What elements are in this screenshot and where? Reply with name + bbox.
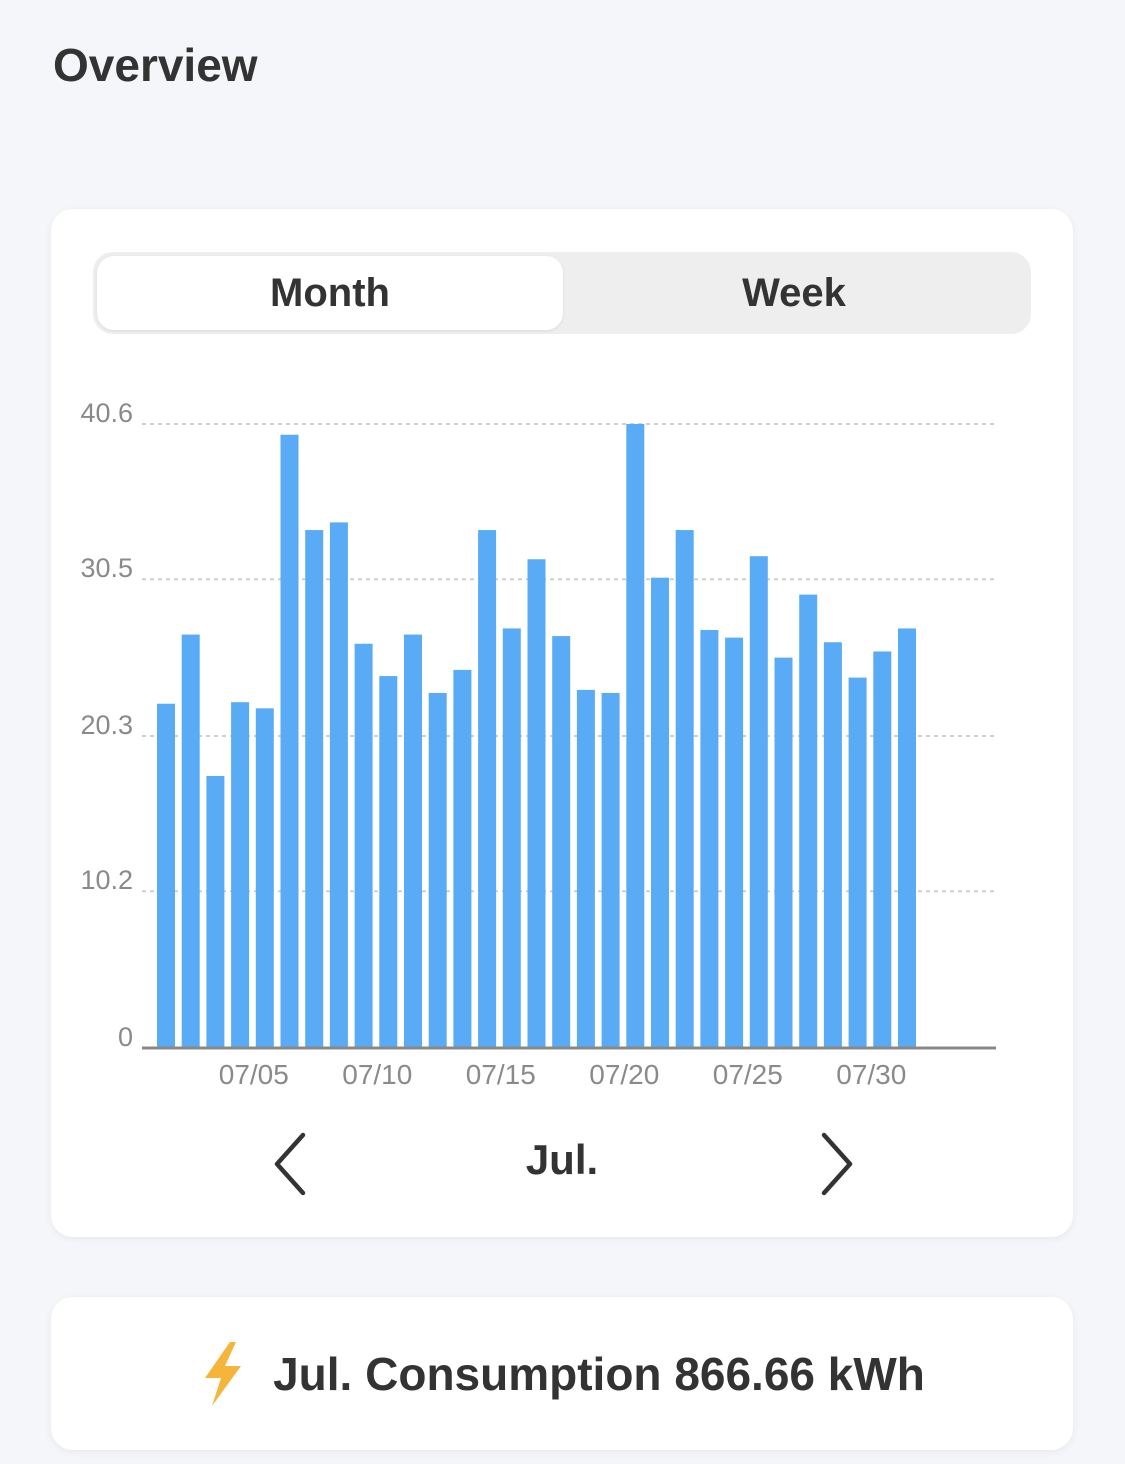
- consumption-bar-chart: 0 10.2 20.3 30.5 40.6 07/05 07/10 07/15 07/20 07/…: [80, 398, 996, 1090]
- x-tick-label: 07/10: [342, 1059, 412, 1090]
- bar: [675, 530, 694, 1048]
- bar: [453, 669, 472, 1048]
- bar: [157, 703, 175, 1048]
- summary-value: 866.66: [674, 1347, 816, 1400]
- bar: [848, 677, 867, 1048]
- period-segmented-control: Month Week: [93, 252, 1031, 334]
- bar: [725, 637, 744, 1048]
- next-month-button[interactable]: [801, 1124, 871, 1204]
- y-tick-label: 20.3: [80, 710, 133, 740]
- bar: [552, 636, 571, 1048]
- bar: [181, 634, 200, 1048]
- bar: [799, 594, 818, 1048]
- bar: [354, 643, 373, 1048]
- bar: [576, 689, 595, 1048]
- bar: [823, 642, 842, 1048]
- bar: [527, 559, 546, 1048]
- bar: [428, 692, 447, 1048]
- current-month-label: Jul.: [525, 1136, 599, 1183]
- bar: [898, 628, 916, 1048]
- x-tick-label: 07/30: [836, 1059, 906, 1090]
- bar: [329, 522, 348, 1048]
- x-tick-label: 07/15: [466, 1059, 536, 1090]
- bar: [749, 556, 768, 1048]
- bar: [206, 775, 225, 1048]
- chart-card: Month Week 0 10.2 20.3 30.5 40.6 07/05 07/10 07…: [51, 209, 1073, 1237]
- chevron-right-icon: [821, 1132, 853, 1196]
- x-tick-label: 07/20: [589, 1059, 659, 1090]
- page-title: Overview: [53, 39, 258, 91]
- y-tick-label: 0: [118, 1022, 133, 1052]
- bar: [379, 676, 398, 1048]
- tab-month[interactable]: Month: [97, 256, 563, 330]
- lightning-bolt-icon: [205, 1341, 242, 1406]
- bar: [231, 702, 250, 1048]
- summary-label: Consumption: [365, 1347, 662, 1400]
- y-tick-label: 40.6: [80, 398, 133, 428]
- bar: [502, 628, 521, 1048]
- prev-month-button[interactable]: [256, 1124, 326, 1204]
- summary-unit: kWh: [827, 1347, 925, 1400]
- bar: [404, 634, 422, 1048]
- chevron-left-icon: [274, 1132, 306, 1196]
- bar: [700, 629, 719, 1048]
- y-tick-label: 10.2: [80, 865, 133, 895]
- x-tick-label: 07/25: [713, 1059, 783, 1090]
- bar: [651, 577, 669, 1048]
- monthly-consumption-summary: Jul. Consumption 866.66 kWh: [51, 1297, 1073, 1450]
- x-tick-label: 07/05: [219, 1059, 289, 1090]
- bar: [255, 708, 274, 1048]
- bar: [873, 651, 892, 1048]
- bar: [626, 424, 645, 1048]
- bar: [774, 657, 793, 1048]
- bar: [478, 530, 497, 1048]
- summary-month: Jul.: [273, 1347, 353, 1400]
- tab-week[interactable]: Week: [742, 270, 846, 315]
- bar: [305, 530, 324, 1048]
- bar: [601, 692, 620, 1048]
- period-navigation: Jul.: [51, 1124, 1073, 1214]
- y-tick-label: 30.5: [80, 553, 133, 583]
- bar: [280, 434, 299, 1048]
